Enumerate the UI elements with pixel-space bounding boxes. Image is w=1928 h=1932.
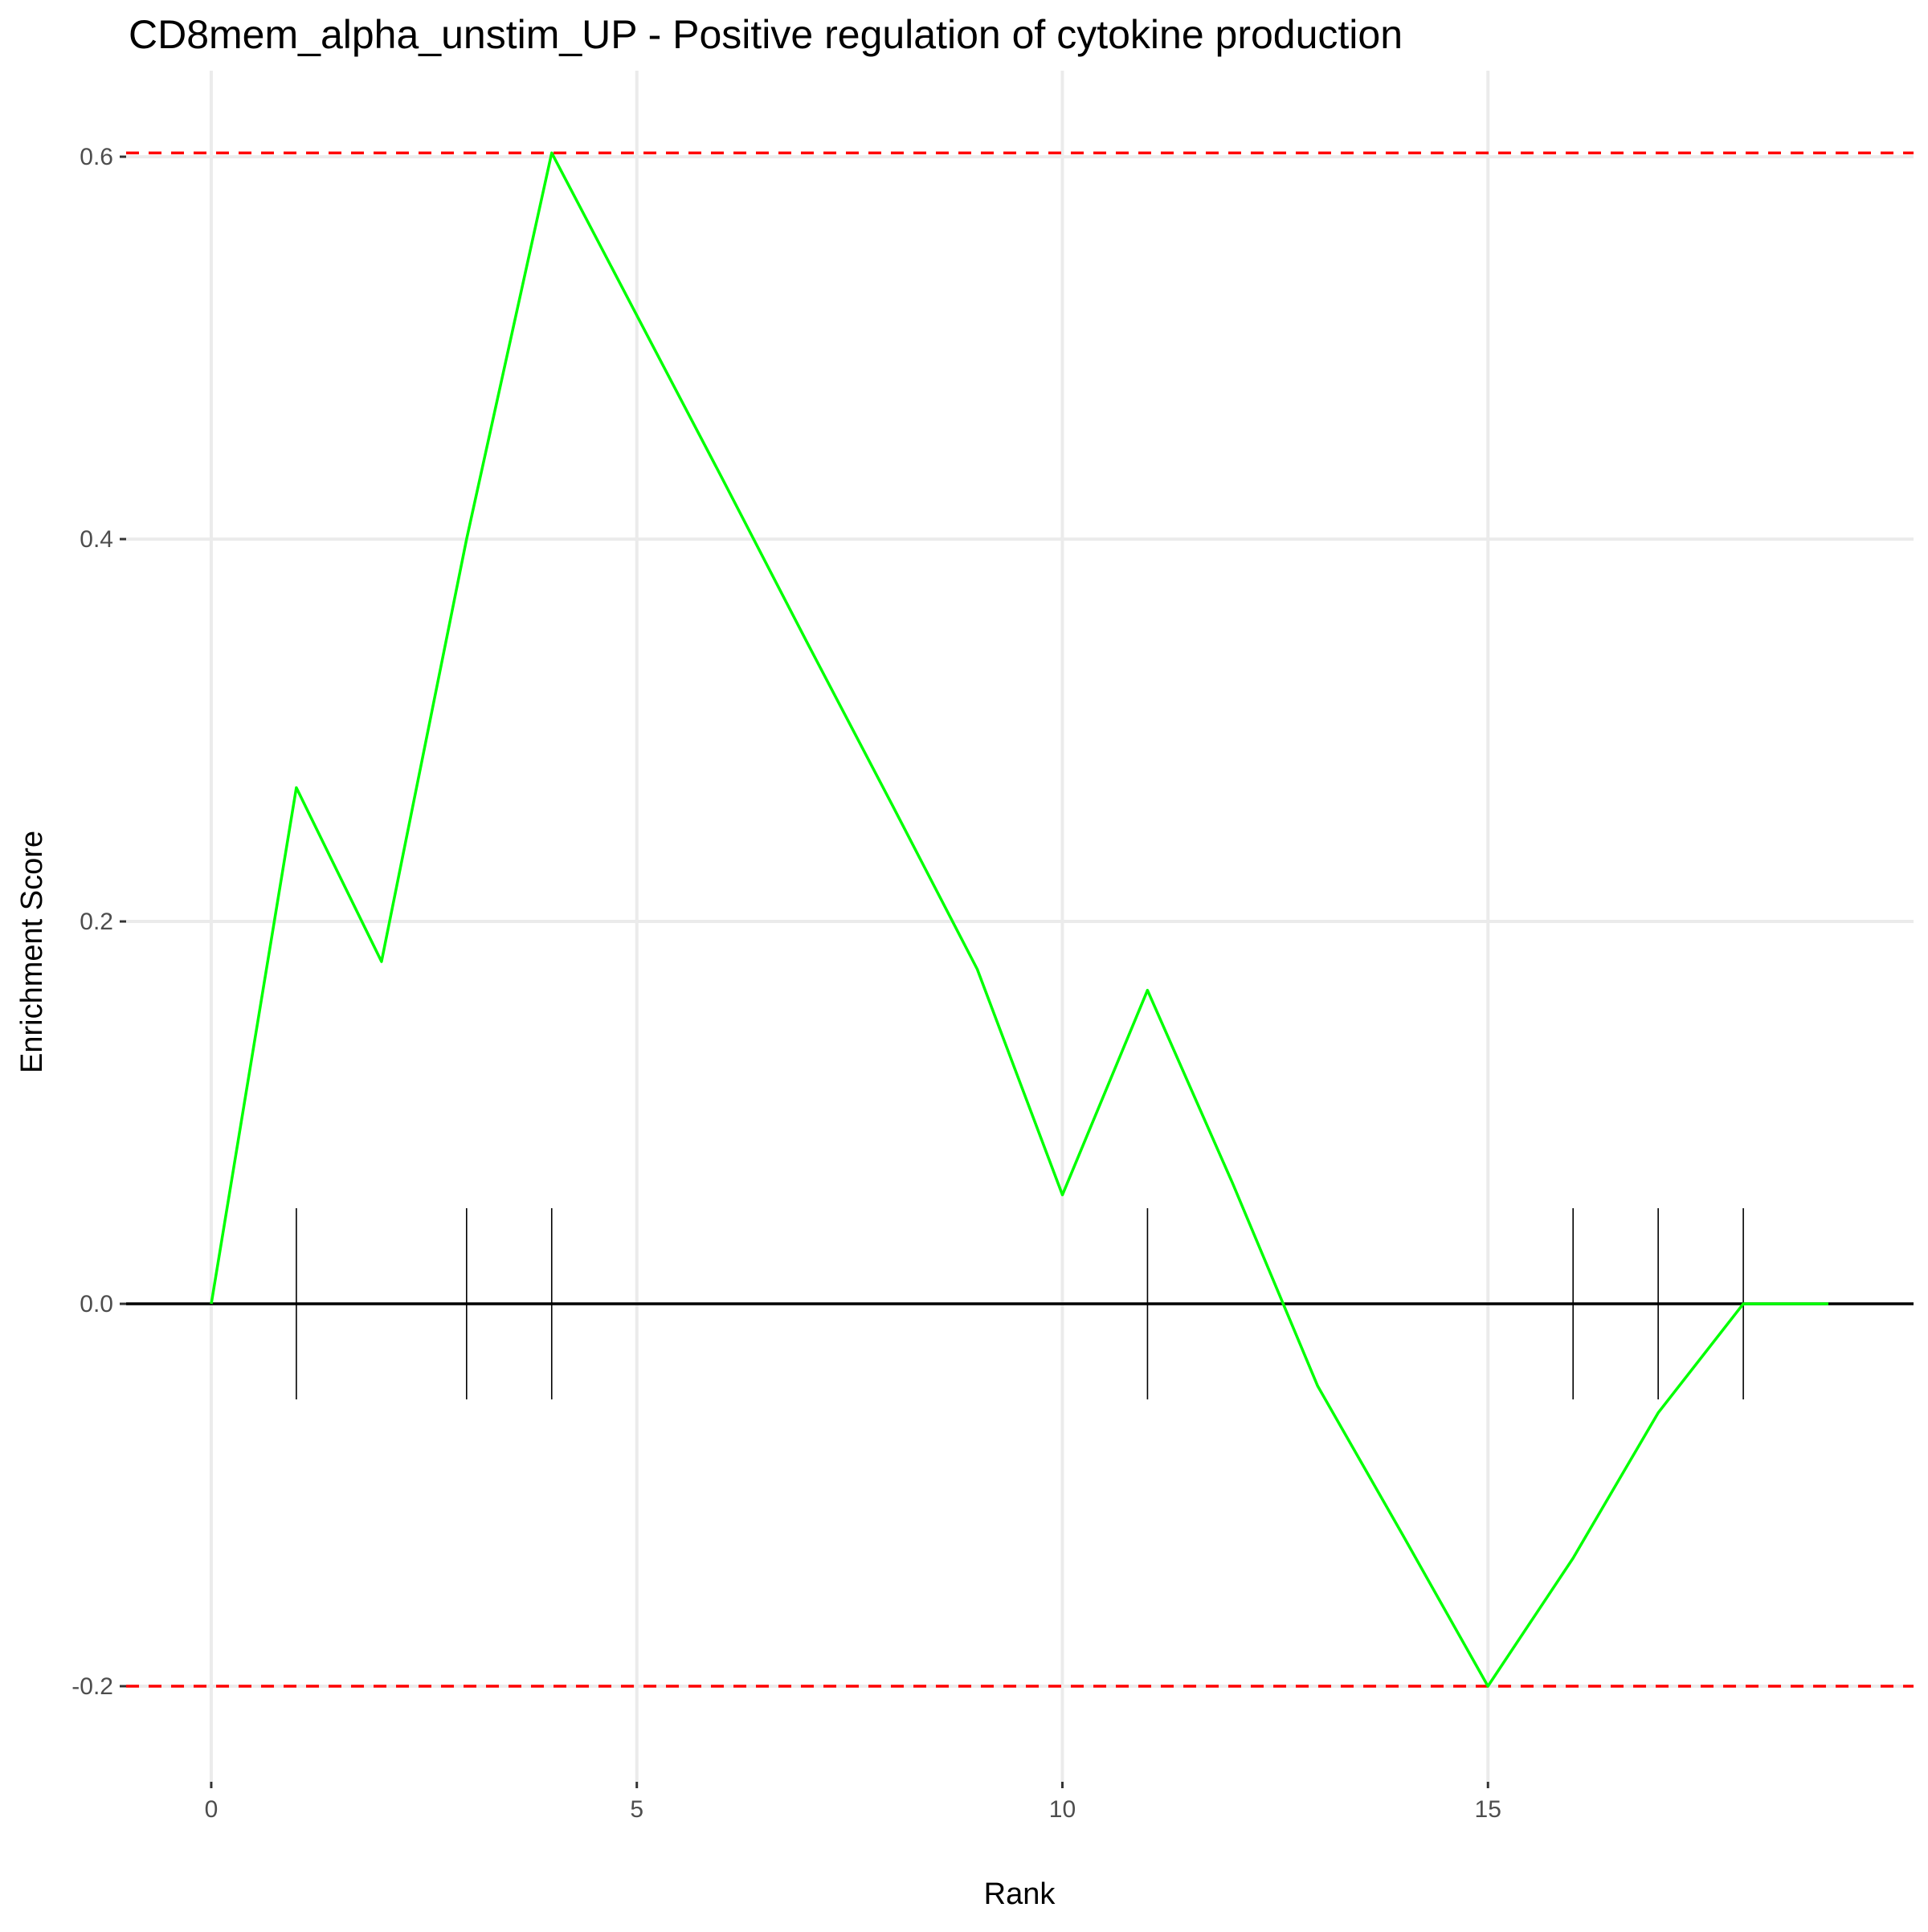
x-tick-label: 15 xyxy=(1475,1796,1501,1823)
x-tick-label: 10 xyxy=(1049,1796,1076,1823)
x-tick-label: 0 xyxy=(205,1796,219,1823)
x-axis-title: Rank xyxy=(984,1877,1056,1911)
y-axis-title: Enrichment Score xyxy=(15,831,49,1073)
reference-lines xyxy=(126,151,1914,1688)
y-tick-label: 0.4 xyxy=(80,526,113,553)
enrichment-score-line xyxy=(210,151,1828,1688)
x-tick-label: 5 xyxy=(630,1796,643,1823)
y-tick-label: 0.6 xyxy=(80,144,113,170)
axes: -0.2 0.0 0.2 0.4 0.6 0 5 10 15 xyxy=(71,144,1501,1823)
hit-marks xyxy=(296,1208,1744,1400)
y-tick-label: -0.2 xyxy=(71,1673,113,1700)
grid xyxy=(126,71,1914,1782)
y-tick-label: 0.0 xyxy=(80,1291,113,1317)
chart-title: CD8mem_alpha_unstim_UP - Positive regula… xyxy=(129,12,1403,57)
series xyxy=(210,151,1828,1688)
y-tick-label: 0.2 xyxy=(80,909,113,935)
